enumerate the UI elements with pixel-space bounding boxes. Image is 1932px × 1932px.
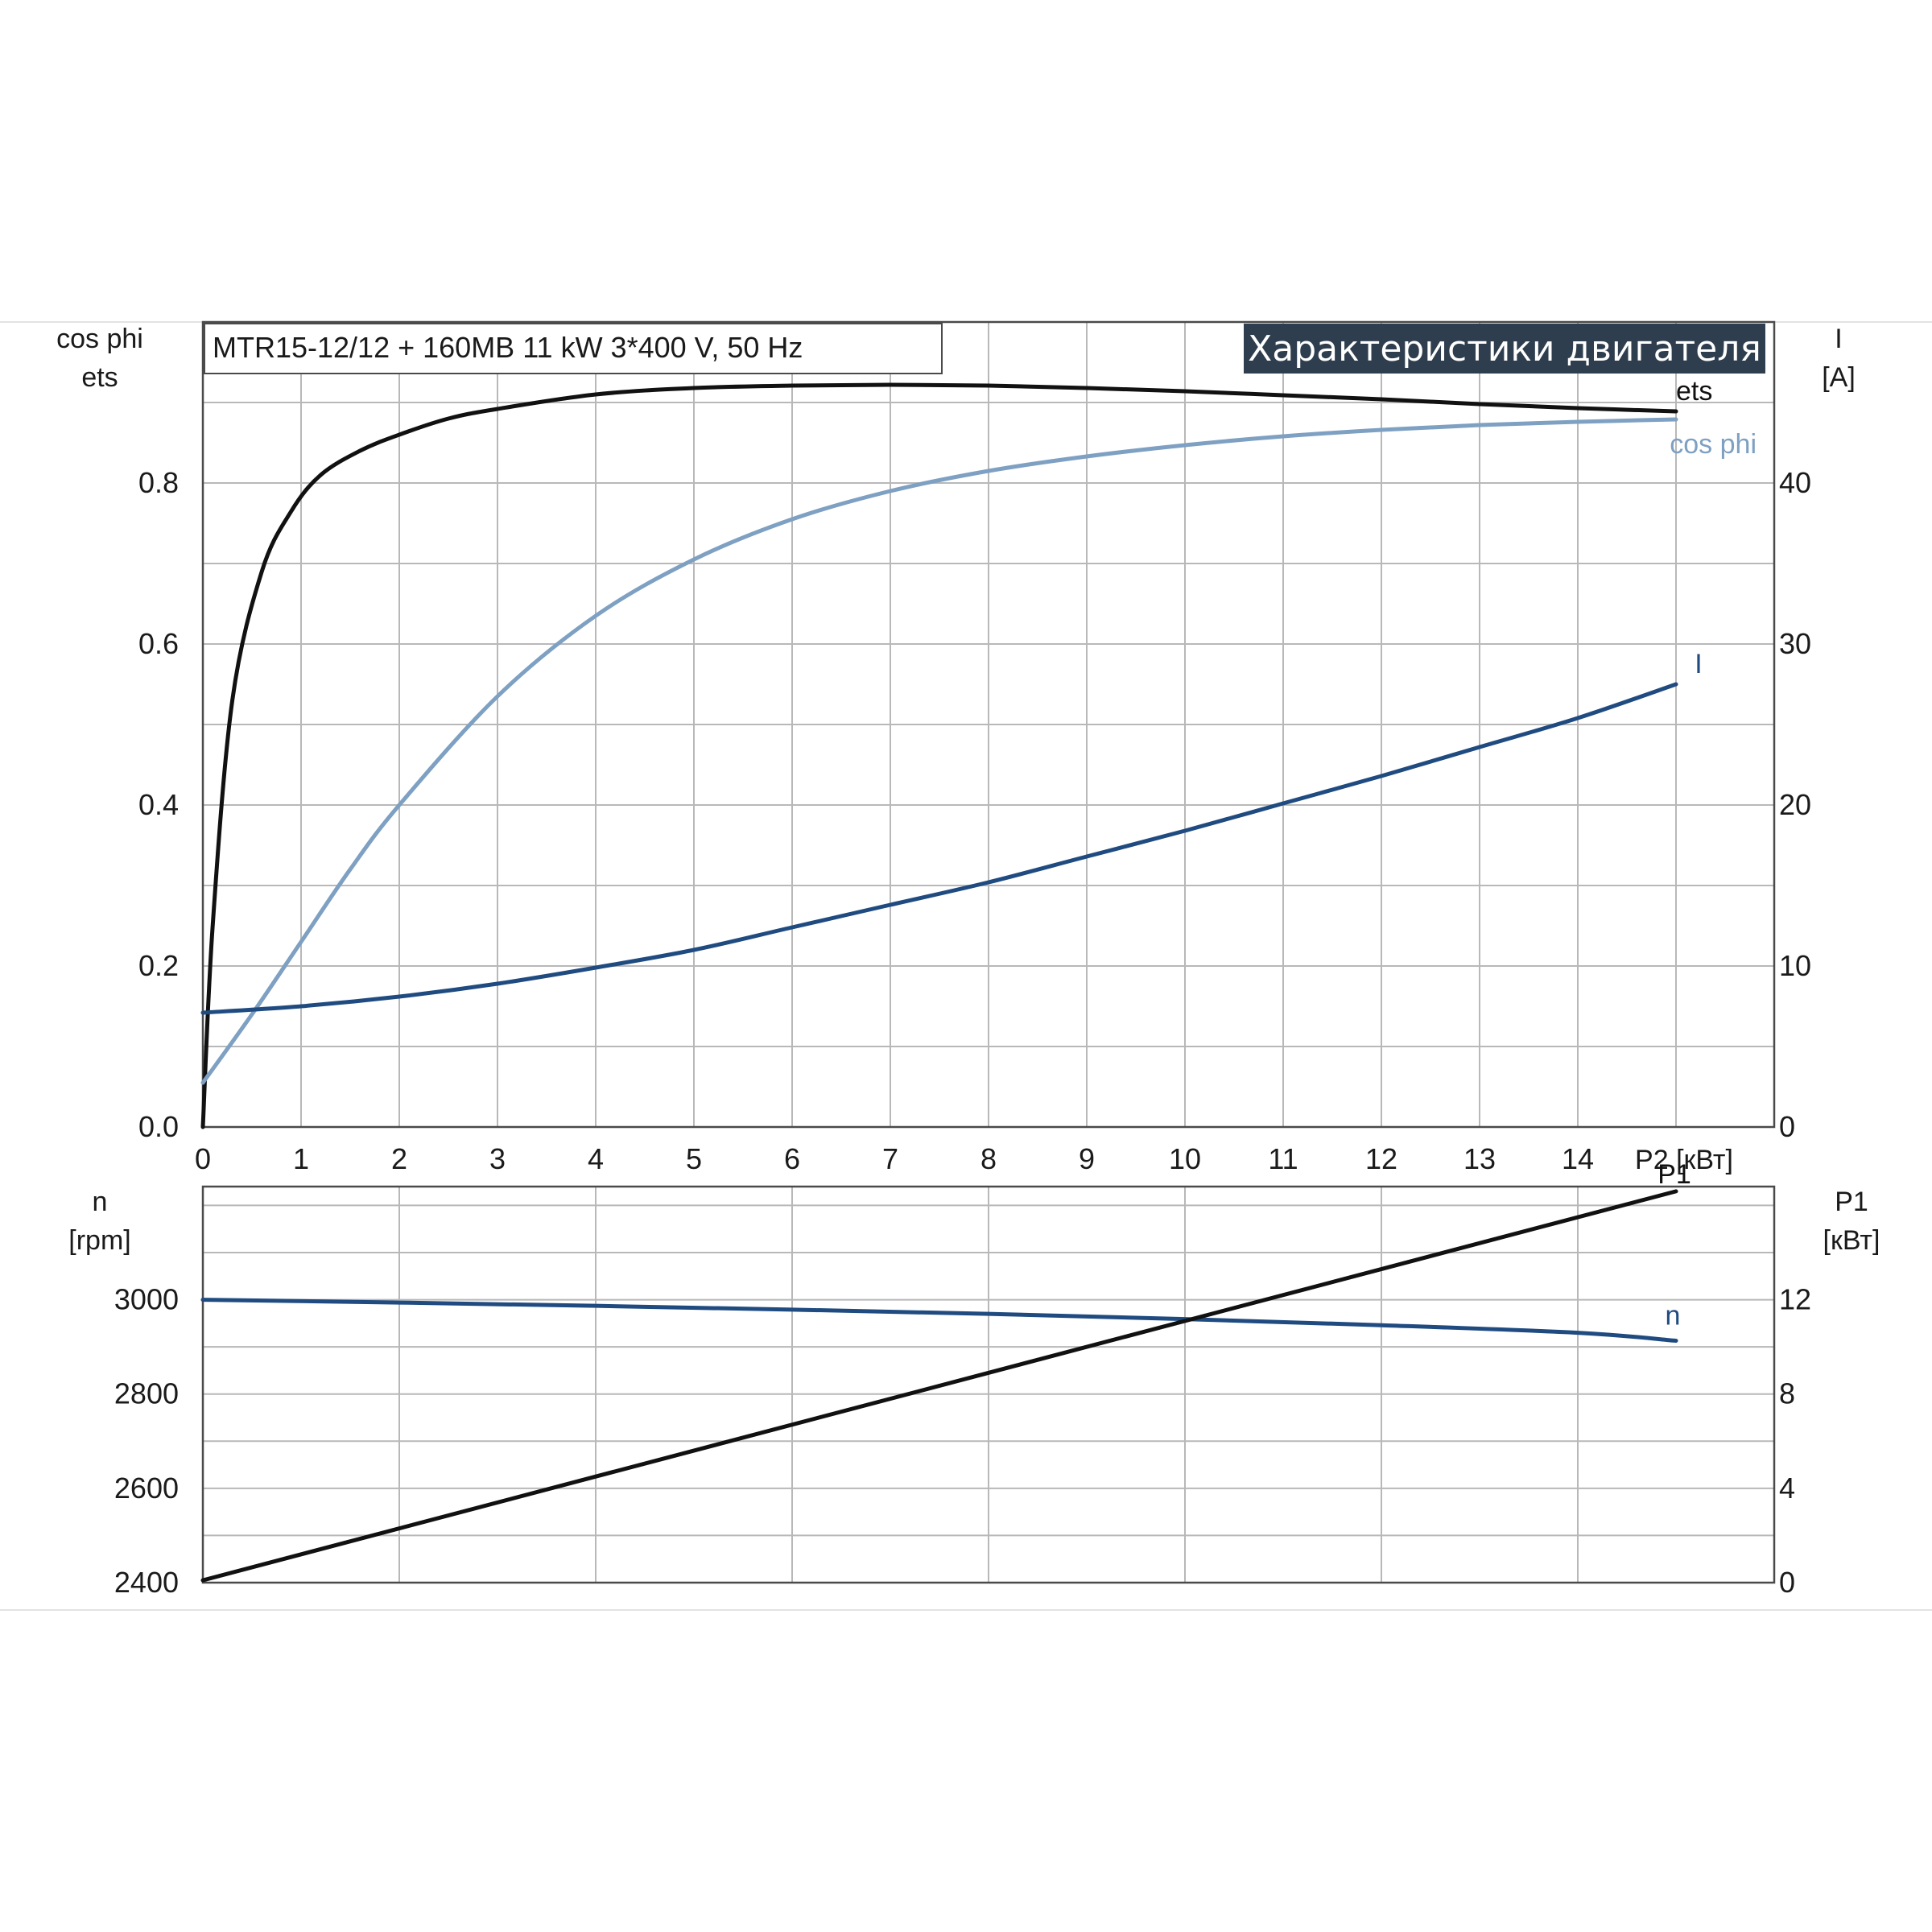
lower-grid bbox=[203, 1187, 1774, 1583]
p1-tick-label: 12 bbox=[1779, 1283, 1811, 1316]
y-left-tick-label: 0.0 bbox=[138, 1110, 179, 1143]
y-left-tick-label: 0.4 bbox=[138, 788, 179, 821]
upper-left-axis-label-1: cos phi bbox=[56, 324, 143, 354]
x-tick-label: 10 bbox=[1169, 1142, 1201, 1175]
series-label-ets: ets bbox=[1676, 376, 1712, 407]
p1-tick-label: 0 bbox=[1779, 1566, 1795, 1599]
lower-plot-frame bbox=[201, 1185, 1776, 1584]
y-left-tick-label: 0.8 bbox=[138, 466, 179, 499]
x-tick-label: 12 bbox=[1365, 1142, 1397, 1175]
x-tick-label: 14 bbox=[1562, 1142, 1594, 1175]
upper-left-axis-label-2: ets bbox=[81, 362, 118, 393]
n-tick-label: 2400 bbox=[114, 1566, 179, 1599]
series-label-cos-phi: cos phi bbox=[1670, 429, 1757, 460]
x-tick-label: 8 bbox=[980, 1142, 997, 1175]
lower-left-axis-label-1: n bbox=[93, 1187, 108, 1217]
x-tick-label: 6 bbox=[784, 1142, 800, 1175]
curve-cos-phi bbox=[200, 417, 1678, 1085]
curves: ets cos phi In P1 bbox=[200, 376, 1757, 1583]
y-right-tick-label: 0 bbox=[1779, 1110, 1795, 1143]
x-tick-label: 0 bbox=[195, 1142, 211, 1175]
tick-labels: 0 1 2 3 4 5 6 7 8 9 10 11 12 13 140.00.20.40.60.801020… bbox=[114, 466, 1811, 1599]
curve-p1 bbox=[200, 1189, 1678, 1583]
x-tick-label: 4 bbox=[588, 1142, 604, 1175]
title-box bbox=[1244, 324, 1765, 374]
upper-right-axis-label-1: I bbox=[1835, 324, 1842, 354]
y-right-tick-label: 40 bbox=[1779, 466, 1811, 499]
upper-grid bbox=[203, 321, 1774, 1127]
p1-tick-label: 8 bbox=[1779, 1377, 1795, 1410]
y-right-tick-label: 10 bbox=[1779, 949, 1811, 982]
x-tick-label: 5 bbox=[686, 1142, 702, 1175]
n-tick-label: 3000 bbox=[114, 1283, 179, 1316]
model-label: MTR15-12/12 + 160MB 11 kW 3*400 V, 50 Hz bbox=[213, 331, 803, 364]
series-label-p1: P1 bbox=[1657, 1159, 1691, 1190]
x-tick-label: 1 bbox=[293, 1142, 309, 1175]
series-label-n: n bbox=[1666, 1301, 1681, 1331]
x-tick-label: 13 bbox=[1463, 1142, 1496, 1175]
upper-plot-frame bbox=[201, 320, 1776, 1129]
y-right-tick-label: 30 bbox=[1779, 627, 1811, 660]
curve-i bbox=[200, 682, 1678, 1015]
y-left-tick-label: 0.2 bbox=[138, 949, 179, 982]
series-label-i: I bbox=[1695, 649, 1702, 679]
chart-title: Характеристики двигателя bbox=[1248, 328, 1761, 369]
curve-ets bbox=[200, 382, 1678, 1129]
x-tick-label: 2 bbox=[391, 1142, 407, 1175]
x-axis-label: P2 [кВт] bbox=[1635, 1145, 1733, 1175]
lower-right-axis-label-1: P1 bbox=[1835, 1187, 1868, 1217]
y-left-tick-label: 0.6 bbox=[138, 627, 179, 660]
curve-n bbox=[200, 1298, 1678, 1344]
x-tick-label: 7 bbox=[882, 1142, 898, 1175]
x-tick-label: 9 bbox=[1079, 1142, 1095, 1175]
model-box bbox=[204, 323, 943, 374]
upper-right-axis-label-2: [A] bbox=[1822, 362, 1856, 393]
x-tick-label: 3 bbox=[489, 1142, 506, 1175]
lower-left-axis-label-2: [rpm] bbox=[68, 1225, 130, 1256]
p1-tick-label: 4 bbox=[1779, 1472, 1795, 1505]
y-right-tick-label: 20 bbox=[1779, 788, 1811, 821]
lower-right-axis-label-2: [кВт] bbox=[1823, 1225, 1880, 1256]
n-tick-label: 2600 bbox=[114, 1472, 179, 1505]
n-tick-label: 2800 bbox=[114, 1377, 179, 1410]
x-tick-label: 11 bbox=[1268, 1142, 1298, 1175]
